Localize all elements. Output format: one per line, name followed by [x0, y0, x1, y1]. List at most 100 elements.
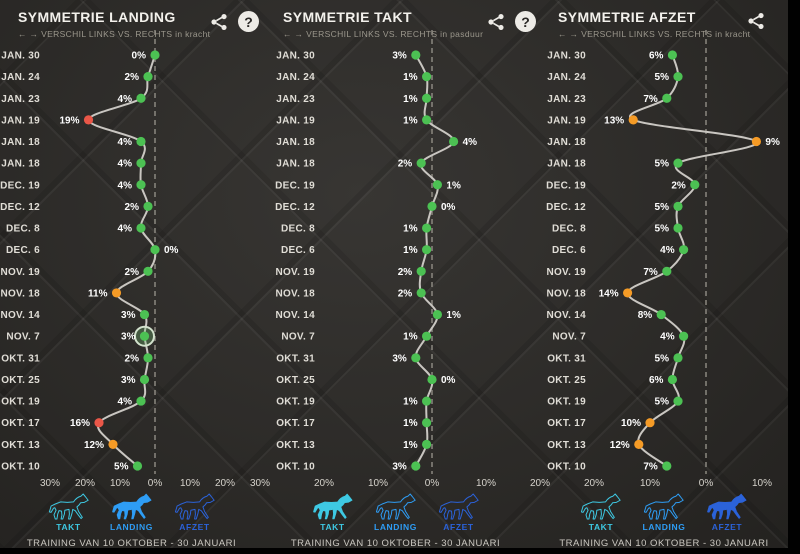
data-point[interactable] [449, 136, 459, 147]
data-point[interactable] [83, 115, 94, 125]
data-point[interactable] [679, 331, 689, 341]
value-label: 4% [463, 137, 478, 148]
data-point[interactable] [411, 50, 421, 60]
legend-toggle-takt[interactable]: TAKT [310, 493, 356, 532]
data-point[interactable] [422, 245, 432, 255]
legend-toggle-afzet[interactable]: AFZET [436, 493, 482, 532]
axis-tick-label: 10% [752, 478, 772, 489]
data-point[interactable] [662, 461, 672, 471]
takt-chart[interactable]: JAN. 30 3% JAN. 24 1% JAN. 23 1% JAN. 19 1% JAN.… [263, 28, 550, 498]
data-point[interactable] [139, 309, 150, 320]
data-point[interactable] [432, 309, 442, 320]
landing-chart[interactable]: JAN. 30 0% JAN. 24 2% JAN. 23 4% JAN. 19 19% JAN… [0, 28, 270, 498]
data-point[interactable] [422, 93, 432, 103]
data-point[interactable] [679, 245, 689, 255]
date-label: OKT. 31 [276, 353, 315, 364]
legend-toggle-afzet[interactable]: AFZET [172, 493, 218, 532]
date-label: DEC. 12 [275, 202, 315, 213]
data-point[interactable] [139, 374, 150, 385]
data-point[interactable] [673, 201, 683, 212]
axis-tick-label: 10% [368, 478, 388, 489]
data-point[interactable] [150, 245, 160, 255]
date-label: DEC. 8 [6, 224, 40, 235]
data-point[interactable] [143, 72, 153, 82]
data-point[interactable] [143, 201, 153, 212]
data-point[interactable] [667, 374, 677, 385]
data-point[interactable] [634, 439, 644, 449]
horse-icon-landing [644, 493, 684, 520]
share-icon[interactable] [746, 11, 766, 31]
legend-toggle-landing[interactable]: LANDING [373, 493, 419, 532]
data-point[interactable] [136, 396, 146, 406]
date-label: OKT. 17 [1, 418, 40, 429]
date-label: JAN. 23 [276, 94, 315, 105]
data-point[interactable] [662, 93, 672, 103]
data-point[interactable] [132, 461, 143, 471]
data-point[interactable] [623, 288, 633, 298]
date-label: JAN. 23 [1, 94, 40, 105]
data-point[interactable] [427, 201, 437, 212]
share-icon[interactable] [486, 12, 506, 32]
date-label: JAN. 24 [1, 72, 40, 83]
legend-toggle-takt[interactable]: TAKT [46, 493, 92, 532]
data-point[interactable] [422, 439, 432, 449]
date-label: OKT. 17 [547, 418, 586, 429]
data-point[interactable] [422, 396, 432, 406]
help-icon[interactable]: ? [515, 11, 536, 32]
data-point[interactable] [645, 418, 655, 428]
data-point[interactable] [422, 72, 432, 82]
value-label: 2% [398, 267, 413, 278]
data-point[interactable] [411, 353, 421, 363]
legend-toggle-landing[interactable]: LANDING [109, 493, 155, 532]
data-point[interactable] [136, 93, 146, 103]
data-point[interactable] [690, 180, 700, 190]
data-point[interactable] [662, 266, 672, 276]
panel-landing-header: SYMMETRIE LANDING ← → VERSCHIL LINKS VS.… [0, 0, 263, 39]
horse-icon-takt [48, 493, 89, 520]
data-point[interactable] [143, 266, 153, 276]
date-label: DEC. 12 [0, 202, 40, 213]
data-point[interactable] [108, 439, 118, 449]
data-point[interactable] [411, 461, 421, 471]
data-point[interactable] [139, 331, 150, 341]
data-point[interactable] [751, 136, 761, 147]
data-point[interactable] [111, 288, 122, 298]
data-point[interactable] [667, 50, 677, 60]
data-point[interactable] [422, 331, 432, 341]
data-point[interactable] [432, 180, 442, 190]
data-point[interactable] [628, 115, 638, 125]
data-point[interactable] [136, 223, 146, 233]
value-label: 5% [655, 224, 670, 235]
data-point[interactable] [136, 158, 146, 168]
page-title: SYMMETRIE LANDING [18, 9, 176, 25]
data-point[interactable] [673, 72, 683, 82]
data-point[interactable] [673, 353, 683, 363]
data-point[interactable] [143, 353, 153, 363]
data-point[interactable] [94, 418, 104, 428]
legend-toggle-afzet[interactable]: AFZET [704, 493, 750, 532]
training-range-label: TRAINING VAN 10 OKTOBER - 30 JANUARI [290, 538, 501, 549]
data-point[interactable] [673, 158, 683, 168]
legend-toggle-landing[interactable]: LANDING [641, 493, 687, 532]
data-point[interactable] [422, 115, 432, 125]
help-icon[interactable]: ? [238, 11, 259, 32]
data-point[interactable] [416, 266, 426, 276]
data-point[interactable] [136, 136, 146, 147]
data-point[interactable] [422, 223, 432, 233]
afzet-chart[interactable]: JAN. 30 6% JAN. 24 5% JAN. 23 7% JAN. 19 13% JAN… [528, 28, 800, 498]
data-point[interactable] [416, 288, 426, 298]
date-label: DEC. 19 [546, 180, 586, 191]
data-point[interactable] [150, 50, 160, 60]
data-point[interactable] [136, 180, 146, 190]
value-label: 6% [649, 375, 664, 386]
data-point[interactable] [673, 223, 683, 233]
data-point[interactable] [416, 158, 426, 168]
axis-tick-label: 20% [314, 478, 334, 489]
data-point[interactable] [427, 374, 437, 385]
date-label: OKT. 19 [547, 397, 586, 408]
data-point[interactable] [656, 309, 666, 320]
data-point[interactable] [422, 418, 432, 428]
legend-toggle-takt[interactable]: TAKT [578, 493, 624, 532]
share-icon[interactable] [209, 12, 229, 32]
data-point[interactable] [673, 396, 683, 406]
